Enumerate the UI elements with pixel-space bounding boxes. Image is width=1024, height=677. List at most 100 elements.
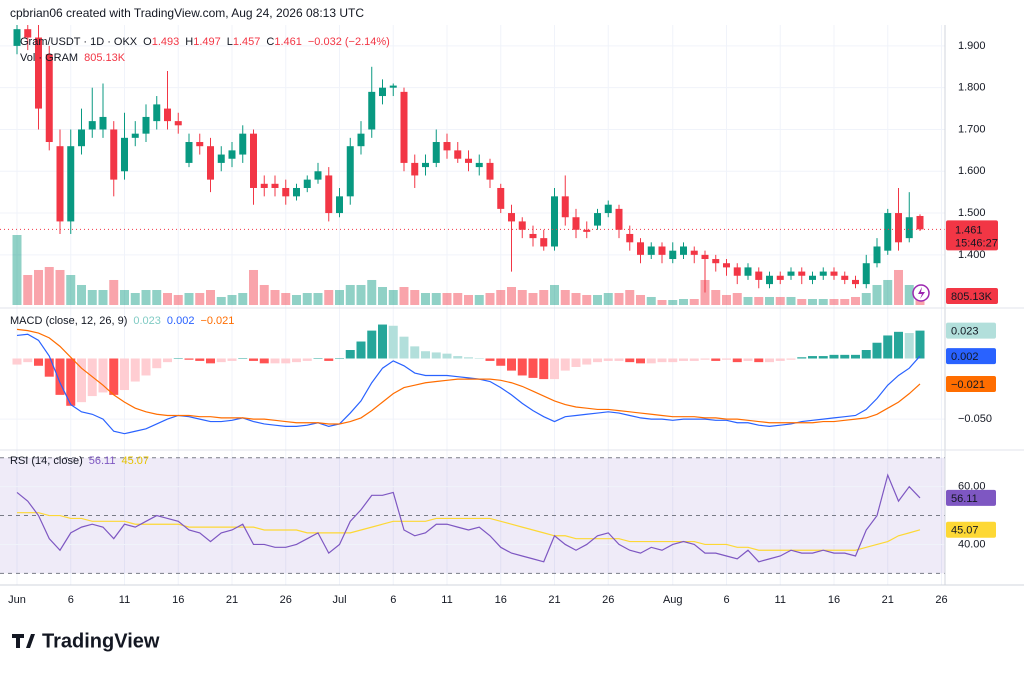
candle-body <box>67 146 75 222</box>
y-tick-label: −0.050 <box>958 413 992 425</box>
candle-body <box>916 215 924 230</box>
macd-histogram-bar <box>915 330 925 359</box>
volume-bar <box>238 293 248 305</box>
volume-bar <box>786 296 796 305</box>
volume-bar <box>808 299 817 305</box>
macd-histogram-bar <box>894 331 903 359</box>
macd-histogram-bar <box>464 357 473 359</box>
volume-bar <box>797 299 807 305</box>
volume-tag: 805.13K <box>951 291 993 303</box>
macd-histogram-bar <box>378 324 387 359</box>
candle-body <box>637 242 644 255</box>
volume-bar <box>464 294 473 305</box>
volume-bar <box>883 279 893 305</box>
y-tick-label: 1.600 <box>958 165 986 177</box>
x-tick-label: 26 <box>280 594 292 606</box>
candle-body <box>400 91 408 163</box>
candle-body <box>862 263 870 285</box>
candle-body <box>411 162 419 176</box>
volume-bar <box>335 290 344 305</box>
macd-histogram-bar <box>270 358 280 364</box>
volume-bar <box>689 299 699 305</box>
macd-histogram-bar <box>302 358 312 361</box>
volume-bar <box>636 294 645 305</box>
volume-bar <box>378 287 387 305</box>
macd-histogram-bar <box>614 358 624 361</box>
macd-histogram-bar <box>797 357 807 359</box>
volume-bar <box>517 290 527 305</box>
macd-title: MACD (close, 12, 26, 9) <box>10 315 127 327</box>
last-price-bg <box>946 220 998 251</box>
macd-histogram-bar <box>517 358 527 376</box>
volume-bar <box>227 294 237 305</box>
rsi-title: RSI (14, close) <box>10 455 83 467</box>
alert-bolt <box>918 287 925 299</box>
volume-bar <box>421 293 430 305</box>
volume-bar <box>44 266 54 305</box>
vol-title: Vol · GRAM <box>20 52 78 64</box>
x-tick-label: 16 <box>828 594 840 606</box>
volume-bar <box>743 296 753 305</box>
x-tick-label: 21 <box>548 594 560 606</box>
volume-bar <box>485 293 495 305</box>
volume-bar <box>679 299 688 305</box>
x-tick-label: 6 <box>723 594 729 606</box>
x-tick-label: 11 <box>441 594 452 606</box>
volume-bar <box>872 284 882 305</box>
candle-body <box>368 91 376 130</box>
macd-tag: 0.002 <box>951 351 979 363</box>
candle-body <box>475 162 483 168</box>
macd-histogram-bar <box>388 325 398 359</box>
candle-body <box>389 85 397 88</box>
volume-bar <box>904 284 914 305</box>
candle-body <box>153 104 161 122</box>
marks <box>0 25 945 563</box>
candle-body <box>669 250 677 260</box>
macd-histogram-bar <box>775 358 785 361</box>
hist-tag-bg <box>946 322 996 339</box>
candle-body <box>626 233 634 243</box>
volume-bar <box>141 290 151 305</box>
volume-bar <box>851 296 860 305</box>
x-tick-label: 6 <box>390 594 396 606</box>
macd-histogram-bar <box>743 358 753 361</box>
volume-bar <box>861 293 871 305</box>
volume-bar <box>313 293 323 305</box>
signal-line <box>16 328 921 425</box>
volume-bar <box>324 290 334 305</box>
candle-body <box>723 263 730 268</box>
y-tick-label: 1.400 <box>958 249 986 261</box>
rsi-ma-tag: 45.07 <box>951 525 979 537</box>
volume-bar <box>840 299 850 305</box>
volume-bar <box>775 296 785 305</box>
candle-body <box>690 250 698 255</box>
macd-histogram-bar <box>249 358 258 361</box>
volume-bar <box>87 290 97 305</box>
macd-histogram-bar <box>216 358 226 363</box>
x-tick-label: 11 <box>119 594 130 606</box>
volume-bar <box>442 293 452 305</box>
candle-body <box>346 146 354 197</box>
macd-histogram-bar <box>689 358 699 361</box>
volume-bar <box>66 275 76 305</box>
candle-body <box>88 121 96 130</box>
candle-body <box>465 158 472 163</box>
signal-tag: −0.021 <box>951 379 985 391</box>
macd-histogram-bar <box>431 352 441 359</box>
volume-bar <box>55 269 65 305</box>
macd-histogram-bar <box>206 358 215 364</box>
macd-histogram-bar <box>722 358 731 360</box>
candle-body <box>873 246 881 264</box>
volume-bar <box>603 293 613 305</box>
candle-body <box>572 217 580 230</box>
volume-bar <box>582 294 592 305</box>
volume-bar <box>571 293 581 305</box>
volume-bar <box>388 290 398 305</box>
candle-body <box>56 146 64 222</box>
x-tick-label: 11 <box>775 594 786 606</box>
volume-bar <box>195 293 205 305</box>
rsi-tag: 56.11 <box>951 493 978 505</box>
volume-bar <box>560 290 570 305</box>
macd-histogram-bar <box>765 358 774 363</box>
